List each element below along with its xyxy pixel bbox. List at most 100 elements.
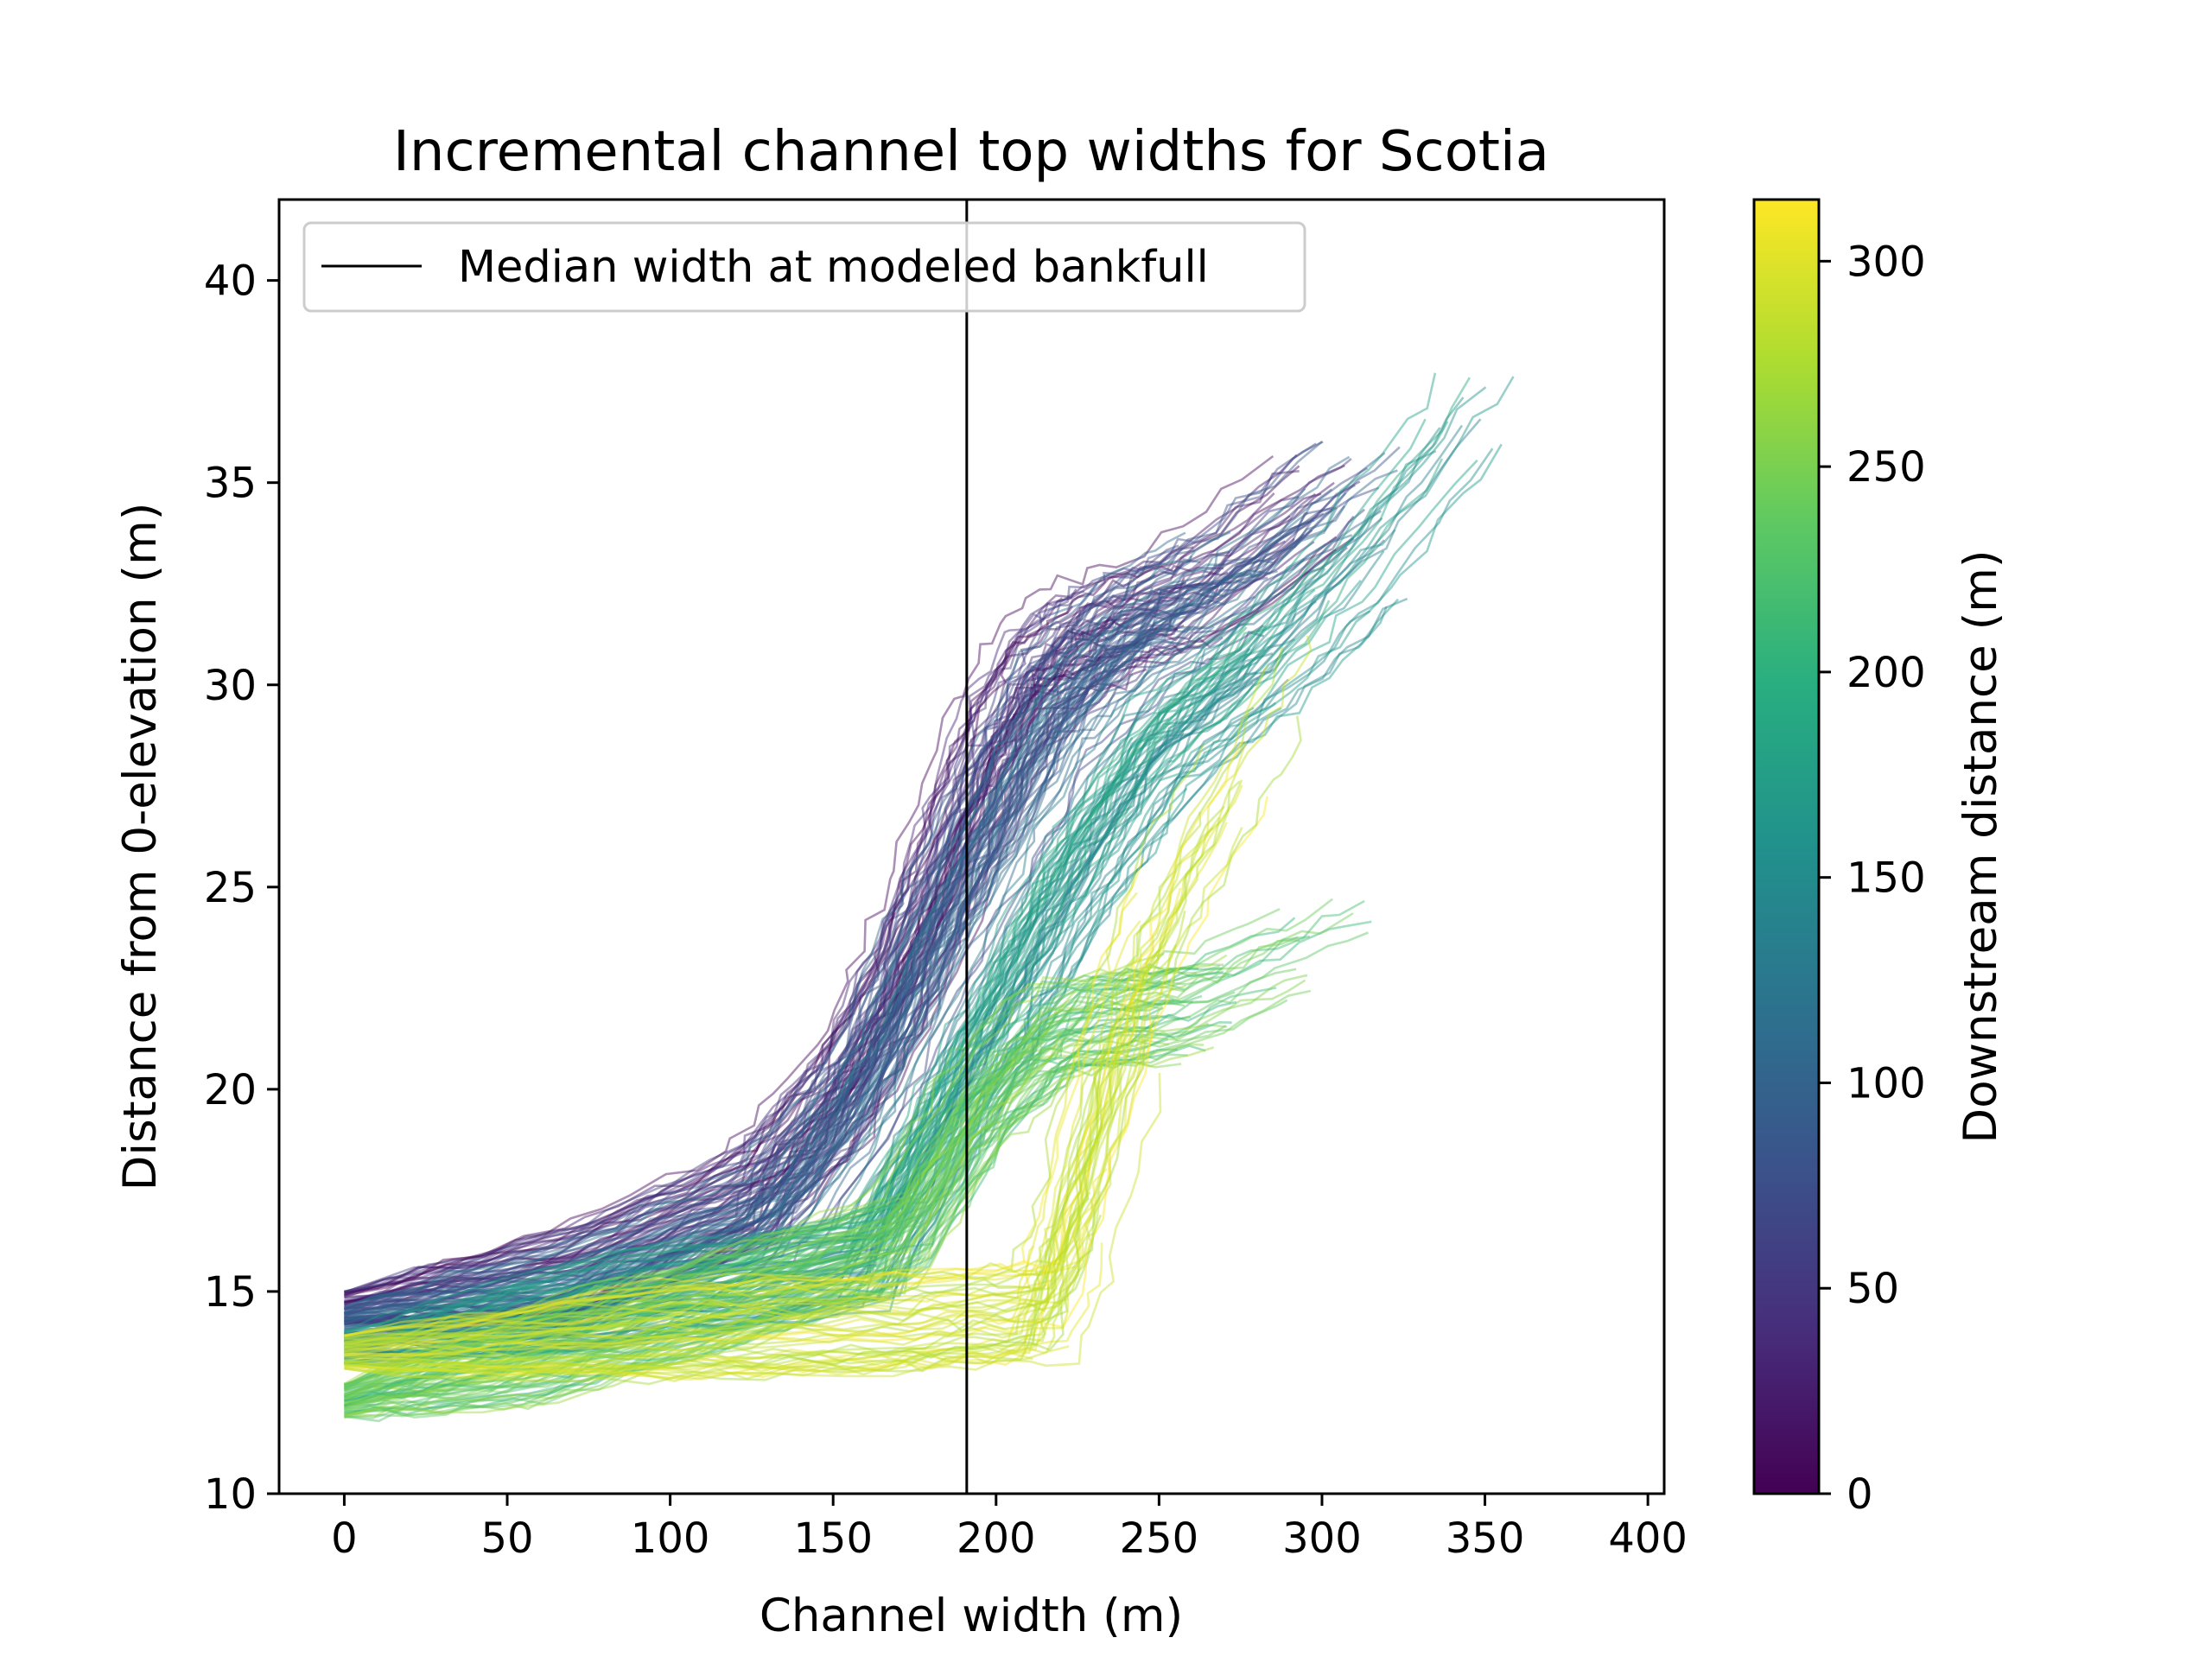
series-line-0-52: [344, 627, 1178, 1322]
series-line-1-14: [344, 590, 1216, 1328]
series-line-0-27: [344, 609, 1159, 1316]
colorbar-gradient: [1752, 198, 1821, 1495]
series-line-0-26: [344, 627, 1158, 1320]
series-line-3-56: [344, 1022, 1210, 1410]
series-line-2-6: [344, 372, 1437, 1334]
series-line-2-48: [344, 718, 1170, 1340]
series-line-3-23: [344, 931, 1369, 1396]
series-line-0-50: [343, 512, 1325, 1311]
series-line-1-51: [344, 569, 1278, 1319]
series-line-4-40: [344, 1237, 1053, 1368]
series-line-1-36: [344, 452, 1386, 1317]
series-line-3-25: [344, 967, 1223, 1386]
series-line-1-45: [343, 467, 1369, 1318]
series-line-3-5: [343, 939, 1300, 1398]
series-line-3-16: [343, 952, 1165, 1386]
series-line-0-2: [343, 569, 1229, 1299]
series-line-4-18: [344, 887, 1182, 1346]
series-line-3-52: [343, 908, 1281, 1388]
series-lines: [343, 372, 1515, 1423]
series-line-2-26: [344, 568, 1326, 1349]
series-line-0-53: [344, 668, 1147, 1330]
colorbar: 0 50 100 150 200 250 300 Downstream distance (…: [1752, 198, 2007, 1519]
series-line-2-27: [344, 600, 1331, 1366]
series-line-3-13: [344, 1038, 1169, 1418]
series-line-2-53: [344, 666, 1213, 1353]
series-line-4-19: [344, 1043, 1105, 1362]
series-line-3-7: [343, 1024, 1042, 1402]
series-line-0-16: [344, 481, 1335, 1304]
series-line-4-30: [344, 911, 1186, 1357]
series-line-2-10: [344, 652, 1287, 1344]
series-line-3-27: [343, 968, 1297, 1408]
series-line-2-14: [344, 682, 1254, 1355]
series-line-0-51: [344, 520, 1310, 1315]
series-line-0-25: [344, 636, 1224, 1323]
series-line-0-44: [344, 492, 1275, 1308]
series-line-1-38: [344, 469, 1398, 1320]
series-line-0-39: [344, 574, 1156, 1304]
series-line-3-36: [344, 971, 1197, 1389]
series-line-0-31: [344, 536, 1355, 1324]
series-line-4-20: [344, 1190, 1101, 1348]
series-line-1-10: [344, 609, 1197, 1339]
series-line-0-13: [343, 544, 1179, 1294]
series-line-2-45: [344, 787, 1188, 1366]
series-line-3-9: [343, 965, 1221, 1389]
series-line-4-31: [344, 741, 1248, 1340]
series-line-0-12: [344, 480, 1361, 1302]
series-line-0-47: [344, 454, 1274, 1295]
series-line-2-0: [344, 598, 1400, 1364]
series-line-4-29: [344, 822, 1228, 1371]
series-line-3-54: [344, 1048, 1030, 1408]
series-line-2-33: [344, 701, 1277, 1362]
series-line-2-40: [344, 638, 1295, 1340]
series-line-3-37: [344, 979, 1306, 1412]
series-line-4-24: [344, 1294, 1052, 1351]
series-line-0-23: [344, 515, 1291, 1314]
series-line-4-46: [344, 779, 1243, 1352]
series-line-3-67: [344, 1000, 1237, 1402]
series-line-2-38: [344, 625, 1215, 1337]
series-line-1-34: [344, 441, 1324, 1310]
series-line-4-15: [344, 981, 1169, 1337]
series-line-0-15: [344, 612, 1143, 1307]
series-line-3-29: [343, 1021, 1052, 1401]
y-tick-label-10: 10: [204, 1470, 257, 1519]
series-line-0-45: [344, 465, 1300, 1297]
series-line-3-64: [343, 1021, 1078, 1402]
series-line-2-39: [344, 615, 1255, 1333]
series-line-4-4: [344, 1001, 1135, 1343]
series-line-4-37: [344, 827, 1243, 1382]
series-line-3-53: [344, 1060, 1083, 1412]
series-line-1-13: [344, 610, 1149, 1322]
series-line-3-63: [343, 1002, 1160, 1400]
series-line-2-8: [344, 443, 1503, 1360]
series-line-3-39: [344, 1060, 1182, 1419]
series-line-4-33: [344, 920, 1141, 1357]
series-line-3-8: [344, 954, 1228, 1386]
legend-label: Median width at modeled bankfull: [458, 242, 1209, 293]
x-tick-label-50: 50: [480, 1514, 533, 1563]
series-line-3-57: [344, 936, 1299, 1396]
series-line-3-35: [343, 998, 1100, 1391]
series-line-3-26: [343, 1000, 1185, 1400]
series-line-1-19: [343, 531, 1186, 1309]
series-line-1-39: [344, 631, 1265, 1346]
series-line-1-37: [343, 587, 1154, 1314]
series-line-1-54: [343, 555, 1193, 1315]
series-line-4-3: [344, 1245, 1035, 1369]
series-line-2-23: [344, 663, 1246, 1349]
series-line-1-7: [344, 558, 1274, 1316]
series-line-1-6: [343, 488, 1333, 1326]
series-line-3-72: [343, 898, 1333, 1387]
series-line-3-55: [344, 1034, 1020, 1403]
series-line-0-41: [344, 623, 1179, 1323]
series-line-2-22: [344, 652, 1274, 1345]
series-line-1-27: [344, 624, 1264, 1346]
colorbar-tick-label-0: 0: [1847, 1470, 1873, 1519]
series-line-0-30: [344, 540, 1286, 1323]
series-line-0-38: [344, 566, 1224, 1298]
y-tick-label-20: 20: [204, 1066, 257, 1114]
series-line-1-53: [344, 655, 1095, 1340]
